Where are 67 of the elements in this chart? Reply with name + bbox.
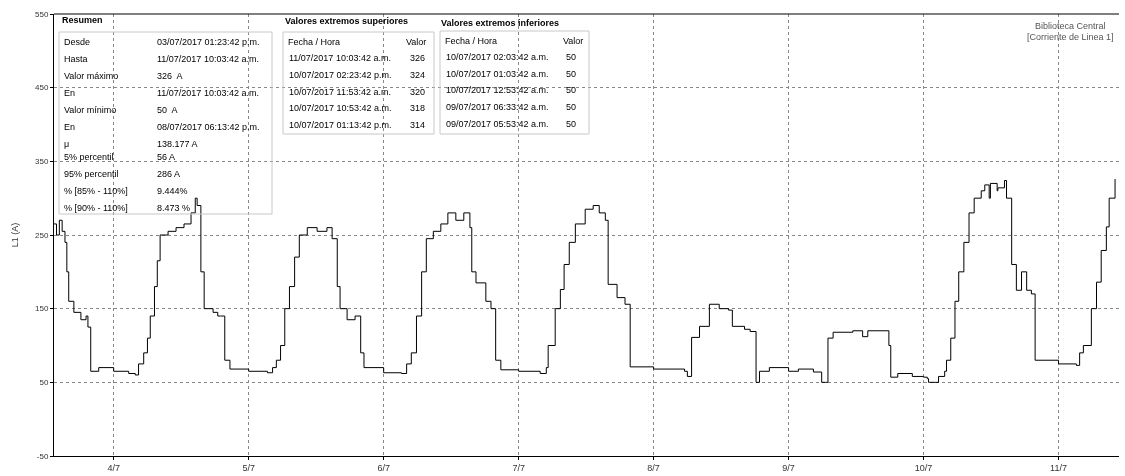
annotation: 10/07/2017 02:03:42 a.m. xyxy=(446,52,549,62)
y-tick-label: 50 xyxy=(39,378,49,388)
annotation: Valor mínimo xyxy=(64,105,117,115)
annotation: 314 xyxy=(410,120,426,130)
annotation: 10/07/2017 12:53:42 a.m. xyxy=(446,85,549,95)
annotation: % [90% - 110%] xyxy=(64,203,128,213)
annotation: 10/07/2017 01:13:42 p.m. xyxy=(289,120,392,130)
annotation: 08/07/2017 06:13:42 p.m. xyxy=(157,122,260,132)
annotation: 286 A xyxy=(157,169,181,179)
annotation: 10/07/2017 11:53:42 a.m. xyxy=(289,87,391,97)
annotation: μ xyxy=(64,139,70,149)
annotation: 50 A xyxy=(157,105,178,115)
annotation: 11/07/2017 10:03:42 a.m. xyxy=(157,54,259,64)
annotation: 5% percentil xyxy=(64,152,114,162)
x-tick-label: 8/7 xyxy=(647,462,660,473)
annotation: Biblioteca Central xyxy=(1035,21,1106,31)
annotation: Fecha / Hora xyxy=(288,37,341,47)
annotation: 10/07/2017 01:03:42 a.m. xyxy=(446,69,549,79)
y-tick-label: 450 xyxy=(35,83,49,93)
annotation: 50 xyxy=(566,52,577,62)
annotation: 318 xyxy=(410,103,426,113)
annotation: 326 xyxy=(410,53,426,63)
annotation: 56 A xyxy=(157,152,176,162)
annotation: 50 xyxy=(566,102,577,112)
annotation: 50 xyxy=(566,119,577,129)
annotation: En xyxy=(64,88,76,98)
y-axis-title: L1 (A) xyxy=(10,222,21,248)
annotation: 10/07/2017 10:53:42 a.m. xyxy=(289,103,392,113)
x-tick-label: 5/7 xyxy=(242,462,255,473)
annotation: 9.444% xyxy=(157,186,188,196)
annotation: 10/07/2017 02:23:42 p.m. xyxy=(289,70,392,80)
x-tick-label: 6/7 xyxy=(377,462,390,473)
annotation: Fecha / Hora xyxy=(445,36,498,46)
annotation: 11/07/2017 10:03:42 a.m. xyxy=(289,53,391,63)
y-tick-label: 250 xyxy=(35,230,49,240)
annotation: 326 A xyxy=(157,71,183,81)
annotation: Valor xyxy=(406,37,427,47)
annotation: Valores extremos inferiores xyxy=(441,18,560,28)
annotation: 8.473 % xyxy=(157,203,191,213)
annotation: 50 xyxy=(566,85,577,95)
annotation: Desde xyxy=(64,37,91,47)
annotation: [Corriente de Linea 1] xyxy=(1027,32,1114,42)
annotation: En xyxy=(64,122,76,132)
annotation: Resumen xyxy=(62,15,103,25)
annotation: 138.177 A xyxy=(157,139,198,149)
annotation: 95% percentil xyxy=(64,169,119,179)
y-tick-label: 150 xyxy=(35,304,49,314)
annotation: Valor xyxy=(563,36,584,46)
y-tick-label: 350 xyxy=(35,157,49,167)
x-tick-label: 9/7 xyxy=(782,462,795,473)
annotation: 320 xyxy=(410,87,426,97)
x-tick-label: 4/7 xyxy=(107,462,120,473)
annotation: % [85% - 110%] xyxy=(64,186,128,196)
x-tick-label: 7/7 xyxy=(512,462,525,473)
annotation: Valor máximo xyxy=(64,71,119,81)
annotation: 09/07/2017 06:33:42 a.m. xyxy=(446,102,549,112)
annotation: 09/07/2017 05:53:42 a.m. xyxy=(446,119,549,129)
x-tick-label: 11/7 xyxy=(1050,462,1067,473)
annotation: Hasta xyxy=(64,54,88,64)
annotation: Valores extremos superiores xyxy=(285,16,409,26)
y-tick-label: 550 xyxy=(35,9,49,19)
annotation: 11/07/2017 10:03:42 a.m. xyxy=(157,88,259,98)
annotation: 50 xyxy=(566,69,577,79)
annotation: 324 xyxy=(410,70,426,80)
x-tick-label: 10/7 xyxy=(914,462,933,473)
y-tick-label: -50 xyxy=(36,451,49,461)
annotation: 03/07/2017 01:23:42 p.m. xyxy=(157,37,260,47)
